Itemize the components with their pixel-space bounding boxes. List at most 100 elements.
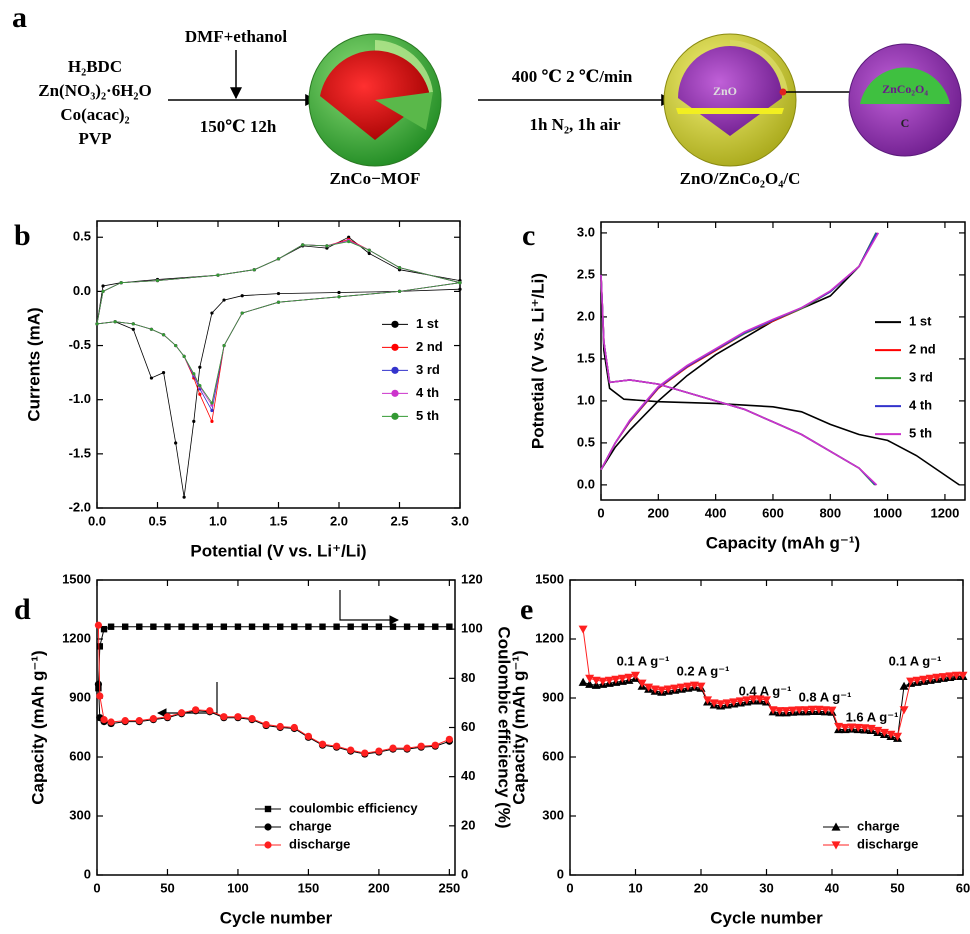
y-tick-label: 0.0 [73, 283, 91, 298]
data-point [337, 295, 341, 299]
x-tick-label: 2.0 [330, 513, 348, 528]
y2-tick-label: 20 [461, 817, 475, 832]
data-point [94, 621, 103, 629]
product-label: ZnO/ZnCo₂O₄/C [680, 169, 801, 188]
data-point [631, 671, 640, 680]
y-tick-label: 0 [84, 866, 91, 881]
data-point [801, 706, 811, 715]
legend-label: 2 nd [416, 339, 443, 354]
data-point [794, 706, 804, 715]
data-point [578, 625, 588, 634]
series-line [600, 232, 878, 486]
data-point [919, 675, 929, 684]
data-point [220, 713, 228, 721]
y2-axis-title: Coulombic efficiency (%) [495, 626, 514, 828]
legend-marker [831, 841, 841, 850]
data-point [788, 706, 798, 715]
annotation: 1.6 A g⁻¹ [846, 709, 899, 724]
data-point [100, 716, 108, 724]
x-tick-label: 0 [597, 505, 604, 520]
x-tick-label: 100 [227, 880, 249, 895]
legend-label: 4 th [416, 385, 439, 400]
legend-marker [264, 823, 272, 831]
data-point [417, 742, 425, 750]
x-tick-label: 0.0 [88, 513, 106, 528]
data-point [827, 706, 837, 715]
y2-tick-label: 120 [461, 571, 483, 586]
x-tick-label: 1.0 [209, 513, 227, 528]
reagent: H₂BDC [68, 57, 122, 76]
data-point [347, 623, 354, 630]
data-point [210, 408, 214, 413]
step-condition: 150℃ 12h [200, 117, 277, 136]
data-point [676, 683, 686, 692]
data-point [198, 392, 202, 396]
series-line [96, 240, 461, 412]
data-point [591, 676, 601, 685]
series-line [600, 232, 880, 486]
data-point [807, 705, 817, 714]
panel-letter: c [522, 219, 535, 252]
legend-label: 4 th [909, 398, 932, 413]
data-point [683, 682, 693, 691]
x-tick-label: 200 [647, 505, 669, 520]
y-tick-label: 0.5 [577, 434, 595, 449]
data-point [367, 248, 371, 252]
data-point [951, 671, 961, 680]
data-point [192, 706, 200, 714]
chart-b: b 0.0 0.5 1.0 1.5 2.0 2.5 3.0 -2.0 -1.5 -1.0 -0.5 0.… [14, 219, 469, 561]
y-tick-label: 1500 [535, 571, 564, 586]
data-point [107, 623, 115, 630]
y-tick-label: 1200 [62, 630, 91, 645]
data-point [94, 680, 103, 688]
annotation: 0.1 A g⁻¹ [889, 653, 942, 668]
plot-frame [569, 579, 964, 876]
x-tick-label: 50 [890, 880, 904, 895]
data-point [276, 722, 284, 731]
annotation: 0.8 A g⁻¹ [799, 689, 852, 704]
data-point [96, 692, 104, 700]
y2-tick-label: 40 [461, 768, 475, 783]
legend-label: charge [857, 818, 900, 833]
x-tick-label: 3.0 [451, 513, 469, 528]
data-point [262, 720, 270, 729]
series-line [96, 240, 461, 407]
data-point [101, 284, 105, 288]
legend-label: discharge [289, 836, 350, 851]
data-point [178, 623, 185, 630]
data-point [389, 623, 397, 630]
y-tick-label: 300 [69, 807, 91, 822]
data-point [100, 625, 108, 633]
data-point [163, 713, 172, 721]
data-point [222, 298, 226, 302]
data-point [95, 322, 99, 326]
data-point [149, 327, 154, 331]
chart-c: c 0 200 400 600 800 1000 1200 0.0 0.5 1.0 1.5 2.0 2.5… [522, 219, 966, 552]
inset-sphere [848, 43, 962, 157]
legend-label: coulombic efficiency [289, 800, 418, 815]
data-point [216, 273, 220, 277]
x-tick-label: 150 [298, 880, 320, 895]
data-point [893, 732, 902, 741]
y2-tick-label: 80 [461, 670, 475, 685]
data-point [248, 623, 256, 630]
product-sphere [663, 33, 797, 167]
x-axis-title: Cycle number [710, 908, 823, 927]
legend-marker [831, 822, 841, 831]
data-point [131, 322, 135, 326]
data-point [121, 623, 129, 630]
data-point [192, 372, 196, 376]
x-tick-label: 0 [566, 880, 573, 895]
data-point [240, 311, 244, 315]
data-point [834, 722, 844, 732]
data-point [598, 677, 608, 686]
x-tick-label: 30 [759, 880, 773, 895]
data-point [899, 681, 909, 690]
data-point [240, 294, 244, 298]
data-point [397, 289, 402, 293]
data-point [337, 290, 341, 295]
data-point [136, 623, 143, 630]
data-point [361, 623, 368, 630]
data-point [431, 741, 439, 749]
